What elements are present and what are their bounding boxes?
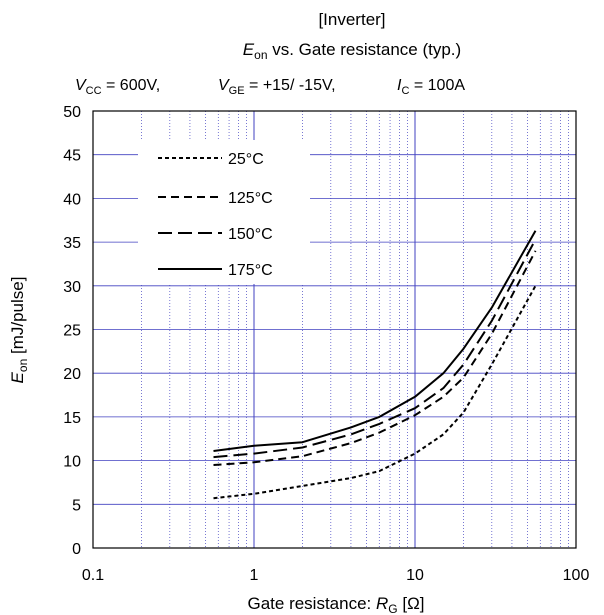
- x-tick-label: 10: [406, 567, 424, 584]
- chart-title-line2: Eon vs. Gate resistance (typ.): [243, 40, 461, 62]
- legend-label-150c: 150°C: [228, 226, 273, 243]
- y-tick-label: 35: [63, 235, 81, 252]
- x-tick-label: 1: [250, 567, 259, 584]
- legend-label-175c: 175°C: [228, 262, 273, 279]
- y-tick-label: 30: [63, 279, 81, 296]
- y-tick-label: 50: [63, 104, 81, 121]
- y-tick-label: 40: [63, 191, 81, 208]
- plot-frame: [92, 110, 577, 549]
- legend: 25°C 125°C 150°C 175°C: [138, 140, 310, 284]
- legend-label-125c: 125°C: [228, 190, 273, 207]
- y-tick-label: 0: [72, 541, 81, 558]
- series-line-0: [213, 285, 537, 500]
- y-axis-label: Eon [mJ/pulse]: [8, 277, 30, 384]
- series-line-2: [213, 239, 537, 459]
- x-tick-label: 100: [563, 567, 590, 584]
- y-tick-label: 45: [63, 148, 81, 165]
- x-axis-ticks: 0.1 1 10 100: [82, 567, 590, 584]
- series-lines: [213, 230, 537, 500]
- condition-vge: VGE = +15/ -15V,: [218, 77, 336, 97]
- grid: [93, 111, 576, 548]
- y-tick-label: 15: [63, 410, 81, 427]
- series-line-1: [213, 250, 537, 466]
- y-tick-label: 10: [63, 454, 81, 471]
- y-tick-label: 25: [63, 323, 81, 340]
- y-tick-label: 20: [63, 366, 81, 383]
- condition-ic: IC = 100A: [397, 77, 465, 97]
- y-axis-ticks: 0 5 10 15 20 25 30 35 40 45 50: [63, 104, 81, 558]
- legend-label-25c: 25°C: [228, 151, 264, 168]
- series-line-3: [213, 230, 537, 452]
- y-tick-label: 5: [72, 497, 81, 514]
- legend-box: [138, 140, 310, 284]
- chart-title-line1: [Inverter]: [318, 10, 385, 29]
- x-tick-label: 0.1: [82, 567, 104, 584]
- x-axis-label: Gate resistance: RG [Ω]: [247, 594, 424, 615]
- condition-vcc: VCC = 600V,: [75, 77, 160, 97]
